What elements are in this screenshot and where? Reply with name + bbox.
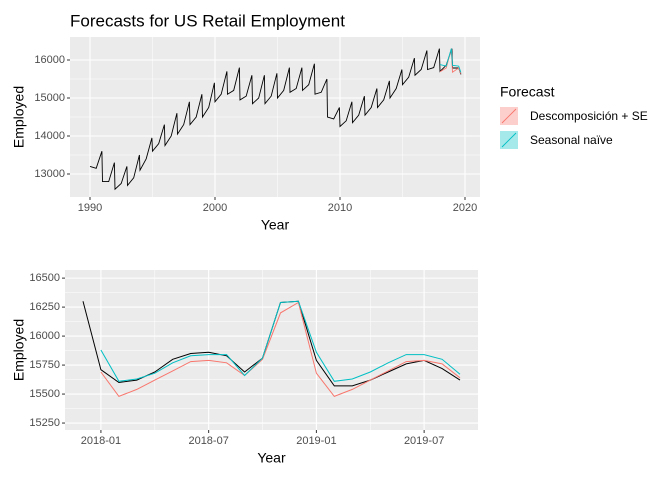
x-tick-label: 2018-01	[81, 435, 121, 447]
series-line	[100, 300, 461, 382]
y-tick-label: 13000	[34, 168, 65, 180]
plot-background	[65, 270, 478, 430]
y-tick-label: 14000	[34, 130, 65, 142]
legend-key-line	[501, 132, 517, 148]
series-line	[89, 48, 462, 191]
x-tick-label: 2019-01	[296, 435, 336, 447]
x-tick-label: 2000	[203, 202, 227, 214]
x-tick-label: 1990	[78, 202, 102, 214]
x-tick-label: 2018-07	[188, 435, 228, 447]
x-axis-title: Year	[261, 217, 290, 233]
legend-label: Descomposición + SE	[530, 109, 648, 123]
y-axis-title: Employed	[11, 86, 27, 148]
y-tick-label: 15500	[29, 388, 60, 400]
x-tick-label: 2010	[328, 202, 352, 214]
series-line	[439, 48, 462, 73]
x-tick-label: 2019-07	[404, 435, 444, 447]
y-tick-label: 15000	[34, 92, 65, 104]
y-tick-label: 15750	[29, 359, 60, 371]
legend-key-line	[501, 108, 517, 124]
y-tick-label: 16000	[29, 330, 60, 342]
series-line	[100, 301, 461, 398]
y-tick-label: 16500	[29, 272, 60, 284]
legend-label: Seasonal naïve	[530, 133, 613, 147]
chart-title: Forecasts for US Retail Employment	[70, 11, 345, 30]
x-tick-label: 2020	[453, 202, 477, 214]
y-axis-title: Employed	[11, 319, 27, 381]
x-axis-title: Year	[257, 450, 286, 466]
y-tick-label: 15250	[29, 417, 60, 429]
y-tick-label: 16250	[29, 301, 60, 313]
y-tick-label: 16000	[34, 54, 65, 66]
legend-title: Forecast	[500, 84, 555, 100]
